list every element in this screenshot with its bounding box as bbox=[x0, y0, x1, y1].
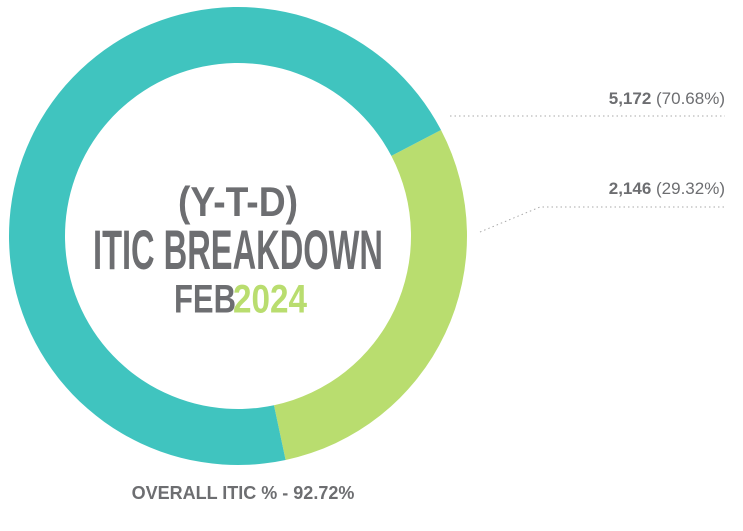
title-line: ITIC BREAKDOWN bbox=[93, 218, 383, 281]
percent-label: (29.32%) bbox=[656, 179, 725, 198]
leader-line bbox=[479, 206, 725, 233]
value-label: 2,146 bbox=[609, 179, 652, 198]
percent-label: (70.68%) bbox=[656, 89, 725, 108]
segment-label: 2,146 (29.32%) bbox=[609, 179, 725, 198]
donut-segment bbox=[273, 130, 467, 460]
segment-label: 5,172 (70.68%) bbox=[609, 89, 725, 108]
footer: OVERALL ITIC % - 92.72% bbox=[132, 483, 355, 503]
value-label: 5,172 bbox=[609, 89, 652, 108]
year: 2024 bbox=[233, 278, 308, 322]
title-line: (Y-T-D) bbox=[178, 178, 298, 225]
month: FEB bbox=[174, 278, 236, 322]
